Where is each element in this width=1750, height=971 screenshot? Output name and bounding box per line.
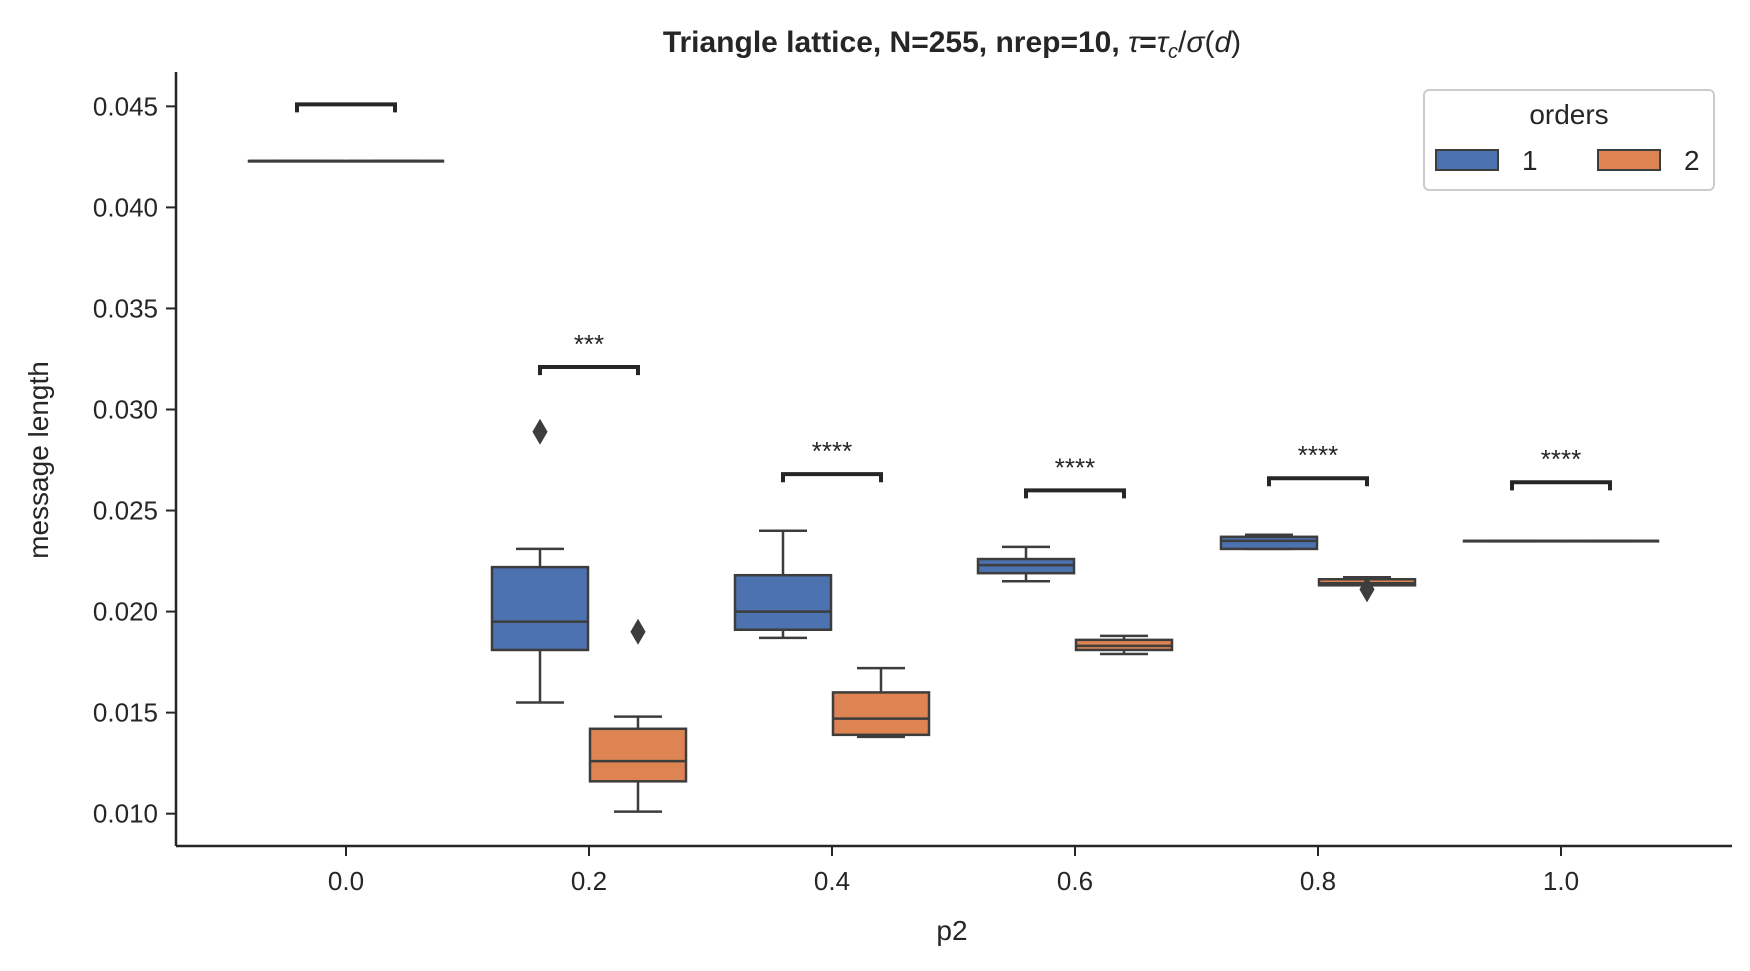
box-series-2-p2-0-4 — [831, 666, 931, 739]
box-series-1-p2-0-8 — [1219, 533, 1319, 551]
box-body — [490, 565, 590, 652]
y-tick-label: 0.035 — [93, 293, 158, 323]
significance-bracket — [781, 472, 883, 483]
significance-stars: **** — [812, 436, 852, 466]
box-series-1-p2-1-0 — [1462, 539, 1562, 543]
legend-swatch-1 — [1435, 149, 1499, 171]
significance-bracket — [538, 365, 640, 376]
box-series-2-p2-1-0 — [1560, 539, 1660, 543]
box-series-1-p2-0-2 — [490, 418, 590, 704]
box-series-1-p2-0-0 — [247, 159, 347, 163]
significance-annotation-0-8: **** — [1267, 440, 1369, 487]
title-equals: = — [1139, 26, 1157, 59]
box-series-1-p2-0-4 — [733, 529, 833, 640]
significance-stars: **** — [1298, 440, 1338, 470]
significance-annotation-0-2: *** — [538, 329, 640, 376]
title-tau-c: τ — [1157, 26, 1170, 59]
box-body — [588, 727, 688, 783]
title-tau: τ — [1128, 26, 1141, 59]
plot-area: 0.010 0.015 0.020 0.025 0.030 0.035 0.040 0.045… — [93, 72, 1732, 896]
title-sigma: σ — [1186, 26, 1206, 59]
legend-label-1: 1 — [1522, 145, 1538, 176]
x-tick-label: 0.4 — [814, 866, 850, 896]
box-series-2-p2-0-2 — [588, 618, 688, 813]
x-tick-label: 0.0 — [328, 866, 364, 896]
y-tick-label: 0.025 — [93, 496, 158, 526]
box-series-1-p2-0-6 — [976, 545, 1076, 583]
significance-annotation-0-6: **** — [1024, 452, 1126, 499]
chart-title: Triangle lattice, N=255, nrep=10, τ=τc/σ… — [663, 26, 1241, 63]
y-tick-label: 0.040 — [93, 192, 158, 222]
legend-title: orders — [1529, 99, 1608, 130]
significance-stars: **** — [1055, 452, 1095, 482]
x-tick-label: 1.0 — [1543, 866, 1579, 896]
y-tick-label: 0.010 — [93, 799, 158, 829]
y-axis-label: message length — [23, 361, 54, 559]
outlier-marker — [630, 618, 646, 645]
significance-bracket — [1510, 480, 1612, 491]
significance-stars: **** — [1541, 444, 1581, 474]
title-d: d — [1214, 26, 1232, 59]
significance-bracket — [1024, 488, 1126, 499]
title-slash: / — [1178, 26, 1187, 59]
y-tick-label: 0.015 — [93, 698, 158, 728]
significance-annotation-1-0: **** — [1510, 444, 1612, 491]
x-axis-label: p2 — [936, 915, 967, 946]
x-tick-label: 0.2 — [571, 866, 607, 896]
box-body — [831, 691, 931, 737]
box-series-2-p2-0-6 — [1074, 634, 1174, 656]
legend: orders 1 2 — [1423, 89, 1715, 191]
title-close-paren: ) — [1231, 26, 1241, 59]
significance-annotation-0-4: **** — [781, 436, 883, 483]
title-sub-c: c — [1168, 41, 1178, 63]
box-body — [733, 573, 833, 632]
y-tick-label: 0.030 — [93, 394, 158, 424]
title-open-paren: ( — [1204, 26, 1214, 59]
box-body — [1219, 535, 1319, 551]
significance-stars: *** — [574, 329, 604, 359]
legend-label-2: 2 — [1684, 145, 1700, 176]
box-series-2-p2-0-0 — [345, 159, 445, 163]
y-tick-label: 0.045 — [93, 91, 158, 121]
title-plain: Triangle lattice, N=255, nrep=10, — [663, 26, 1128, 59]
significance-annotation-0-0 — [295, 102, 397, 113]
box-series-2-p2-0-8 — [1317, 575, 1417, 603]
legend-swatch-2 — [1597, 149, 1661, 171]
significance-bracket — [1267, 476, 1369, 487]
outlier-marker — [532, 418, 548, 445]
significance-bracket — [295, 102, 397, 113]
y-tick-label: 0.020 — [93, 597, 158, 627]
outlier-marker — [1359, 576, 1375, 603]
x-tick-label: 0.8 — [1300, 866, 1336, 896]
x-tick-label: 0.6 — [1057, 866, 1093, 896]
